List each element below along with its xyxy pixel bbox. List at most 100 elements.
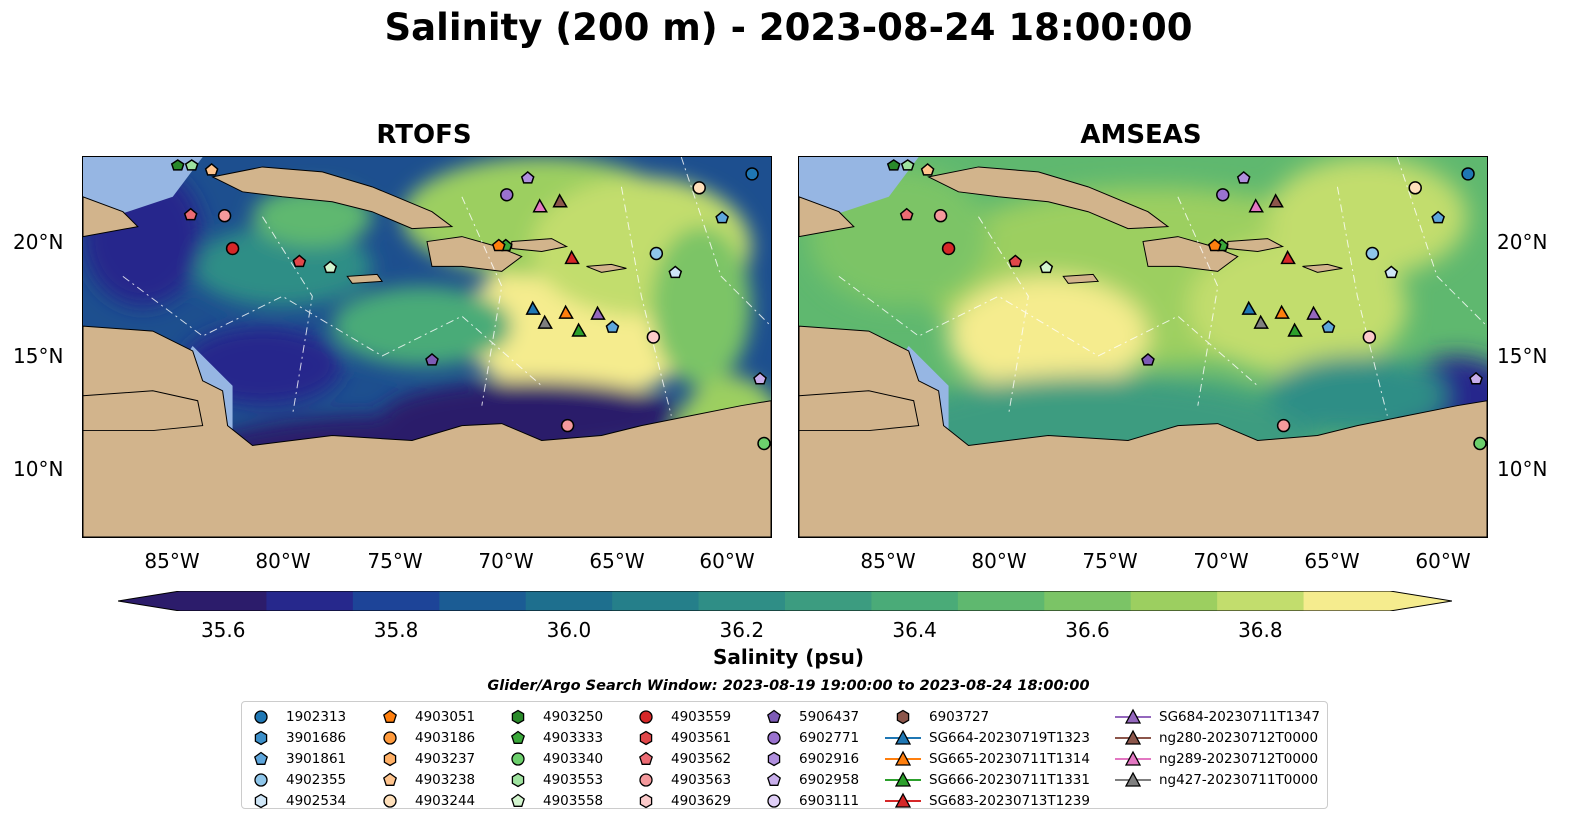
legend-label: 4902355 (286, 771, 347, 788)
panel-title-amseas: AMSEAS (1080, 120, 1202, 150)
legend-item: SG664-20230719T1323 (883, 727, 1090, 748)
legend-item: 4903629 (635, 790, 731, 811)
hexagon-marker-icon (635, 792, 671, 810)
lat-label-15n-right: 15°N (1497, 344, 1548, 368)
legend-col-5: 5906437 6902771 6902916 6902958 6903111 (763, 706, 859, 811)
legend-label: 4903558 (543, 792, 604, 809)
legend-label: 4903238 (415, 771, 476, 788)
legend-label: 4903186 (415, 729, 476, 746)
legend-label: SG665-20230711T1314 (929, 750, 1090, 767)
colorbar-tick-label: 36.8 (1238, 618, 1283, 642)
lon-label-75w: 75°W (367, 549, 423, 573)
circle-marker-icon (763, 792, 799, 810)
hexagon-marker-icon (379, 750, 415, 768)
legend-item: 3901686 (250, 727, 346, 748)
colorbar-segment (612, 591, 700, 611)
triangle-marker-icon (1113, 750, 1159, 768)
colorbar-tick-label: 35.6 (200, 618, 246, 642)
legend-label: 3901686 (286, 729, 347, 746)
hexagon-marker-icon (507, 771, 543, 789)
legend-label: ng289-20230712T0000 (1159, 750, 1319, 767)
circle-marker-icon (635, 771, 671, 789)
panel-title-rtofs: RTOFS (376, 120, 472, 150)
lat-label-20n-right: 20°N (1497, 230, 1548, 254)
lon-label-65w: 65°W (1304, 549, 1360, 573)
legend-col-4: 4903559 4903561 4903562 4903563 4903629 (635, 706, 731, 811)
lon-label-70w: 70°W (478, 549, 534, 573)
lon-label-80w: 80°W (971, 549, 1027, 573)
lat-label-15n-left: 15°N (13, 344, 64, 368)
colorbar-tick-label: 36.6 (1065, 618, 1110, 642)
triangle-marker-icon (1113, 729, 1159, 747)
colorbar-segment (957, 591, 1045, 611)
legend-item: 4903250 (507, 706, 603, 727)
colorbar-label: Salinity (psu) (712, 645, 864, 669)
map-rtofs[interactable] (82, 156, 772, 538)
legend-col-3: 4903250 4903333 4903340 4903553 4903558 (507, 706, 603, 811)
legend: 1902313 3901686 3901861 4902355 4902534 4903… (241, 701, 1328, 809)
legend-label: 6902958 (799, 771, 860, 788)
legend-item: 4903553 (507, 769, 603, 790)
circle-marker-icon (250, 771, 286, 789)
legend-label: ng280-20230712T0000 (1159, 729, 1319, 746)
legend-label: ng427-20230711T0000 (1159, 771, 1319, 788)
legend-item: 4903186 (379, 727, 475, 748)
legend-col-1: 1902313 3901686 3901861 4902355 4902534 (250, 706, 346, 811)
lat-label-20n-left: 20°N (13, 230, 64, 254)
lon-label-85w: 85°W (144, 549, 200, 573)
legend-item: 4903238 (379, 769, 475, 790)
circle-marker-icon (250, 708, 286, 726)
legend-item: 4903333 (507, 727, 603, 748)
legend-col-6: 6903727 SG664-20230719T1323 SG665-20230711… (883, 706, 1090, 811)
hexagon-marker-icon (883, 708, 929, 726)
legend-item: SG665-20230711T1314 (883, 748, 1090, 769)
hexagon-marker-icon (763, 750, 799, 768)
legend-label: 4903051 (415, 708, 476, 725)
colorbar-segment (266, 591, 354, 611)
pentagon-marker-icon (635, 750, 671, 768)
legend-item: SG684-20230711T1347 (1113, 706, 1320, 727)
legend-label: 4903250 (543, 708, 604, 725)
legend-label: 6902771 (799, 729, 860, 746)
legend-label: 4903563 (671, 771, 732, 788)
lon-label-65w: 65°W (589, 549, 645, 573)
lon-label-75w: 75°W (1082, 549, 1138, 573)
amseas-markers (886, 159, 1487, 451)
legend-label: 4903561 (671, 729, 732, 746)
legend-item: 4903561 (635, 727, 731, 748)
colorbar-extend-high (1390, 591, 1452, 611)
legend-item: 3901861 (250, 748, 346, 769)
lat-label-10n-right: 10°N (1497, 457, 1548, 481)
legend-item: 6902771 (763, 727, 859, 748)
hexagon-marker-icon (250, 729, 286, 747)
legend-label: 6903111 (799, 792, 860, 809)
legend-label: 1902313 (286, 708, 347, 725)
colorbar-segment (698, 591, 786, 611)
circle-marker-icon (635, 708, 671, 726)
colorbar-segment (1303, 591, 1391, 611)
colorbar-segment (1044, 591, 1132, 611)
lon-label-60w: 60°W (699, 549, 755, 573)
triangle-marker-icon (883, 771, 929, 789)
colorbar-tick-label: 36.4 (892, 618, 937, 642)
legend-item: ng289-20230712T0000 (1113, 748, 1320, 769)
pentagon-marker-icon (250, 750, 286, 768)
circle-marker-icon (763, 729, 799, 747)
legend-label: 4903340 (543, 750, 604, 767)
legend-label: 5906437 (799, 708, 860, 725)
legend-item: 6903111 (763, 790, 859, 811)
legend-item: 4903562 (635, 748, 731, 769)
legend-label: 3901861 (286, 750, 347, 767)
legend-item: ng427-20230711T0000 (1113, 769, 1320, 790)
colorbar-segment (871, 591, 959, 611)
map-amseas[interactable] (798, 156, 1488, 538)
colorbar-tick-label: 36.0 (546, 618, 592, 642)
legend-item: 6902916 (763, 748, 859, 769)
legend-item: 4903563 (635, 769, 731, 790)
colorbar-segment (1130, 591, 1218, 611)
legend-col-2: 4903051 4903186 4903237 4903238 4903244 (379, 706, 475, 811)
legend-item: 5906437 (763, 706, 859, 727)
legend-label: SG684-20230711T1347 (1159, 708, 1320, 725)
pentagon-marker-icon (763, 708, 799, 726)
legend-item: 6902958 (763, 769, 859, 790)
